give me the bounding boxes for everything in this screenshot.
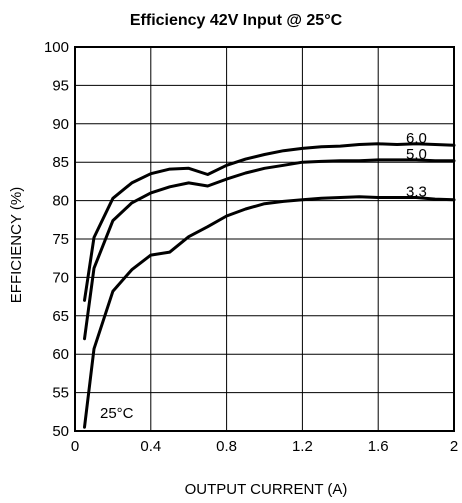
series-lines [83,142,456,429]
series-label-6.0: 6.0 [406,130,427,147]
series-label-3.3: 3.3 [406,184,427,201]
y-tick-label: 95 [52,77,69,94]
plot-frame [74,46,455,432]
x-tick-label: 1.2 [292,438,313,455]
x-tick-label: 0 [71,438,79,455]
chart-title: Efficiency 42V Input @ 25°C [130,12,343,29]
x-tick-label: 0.4 [140,438,161,455]
y-tick-label: 60 [52,346,69,363]
y-tick-label: 90 [52,116,69,133]
x-axis-label: OUTPUT CURRENT (A) [185,481,348,498]
y-tick-label: 70 [52,269,69,286]
y-tick-label: 75 [52,231,69,248]
x-tick-label: 0.8 [216,438,237,455]
x-tick-label: 1.6 [368,438,389,455]
grid [74,46,455,432]
tick-labels: 50 55 60 65 70 75 80 85 90 95 100 0 0.4 0.8 1.2 1.6 2 [44,39,458,455]
y-tick-label: 50 [52,423,69,440]
y-tick-label: 80 [52,193,69,210]
y-tick-label: 85 [52,154,69,171]
series-label-5.0: 5.0 [406,146,427,163]
series-line-3.3 [83,195,456,429]
y-axis-label: EFFICIENCY (%) [8,187,25,303]
series-line-5.0 [83,158,456,341]
y-tick-label: 65 [52,308,69,325]
y-tick-label: 100 [44,39,69,56]
y-tick-label: 55 [52,385,69,402]
series-labels: 6.05.0 3.3 [406,130,427,201]
temperature-annotation: 25°C [100,405,134,422]
series-line-6.0 [83,142,456,302]
x-tick-label: 2 [450,438,458,455]
